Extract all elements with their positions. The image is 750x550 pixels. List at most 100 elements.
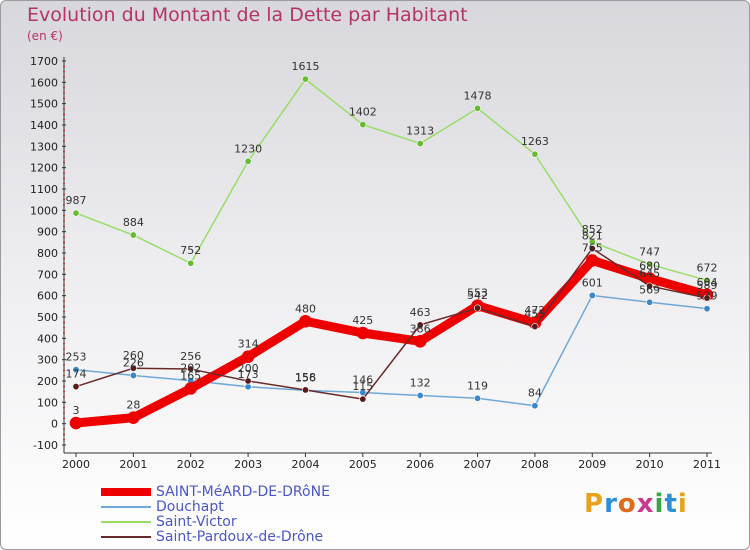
y-tick-label: 1000 xyxy=(30,204,58,217)
data-point xyxy=(301,75,309,83)
data-label: 115 xyxy=(352,380,373,393)
data-point xyxy=(413,335,427,348)
data-point xyxy=(129,231,137,239)
data-point xyxy=(244,157,252,165)
data-label: 1313 xyxy=(406,125,434,138)
logo-letter: r xyxy=(604,489,618,519)
logo-letter: P xyxy=(584,489,605,519)
data-point xyxy=(531,402,539,410)
x-tick-label: 2002 xyxy=(177,458,205,471)
data-label: 28 xyxy=(126,399,140,412)
x-tick-label: 2000 xyxy=(62,458,90,471)
data-label: 539 xyxy=(697,290,718,303)
data-point xyxy=(244,383,252,391)
data-point xyxy=(474,104,482,112)
data-label: 3 xyxy=(73,404,80,417)
x-tick-label: 2008 xyxy=(521,458,549,471)
data-point xyxy=(646,260,654,268)
data-point xyxy=(474,394,482,402)
y-tick-label: 900 xyxy=(37,226,58,239)
data-point xyxy=(416,321,424,329)
data-label: 680 xyxy=(639,260,660,273)
data-point xyxy=(356,326,370,340)
data-label: 253 xyxy=(66,351,87,364)
data-point xyxy=(588,245,596,253)
y-tick-label: 1700 xyxy=(30,55,58,68)
y-tick-label: 500 xyxy=(37,311,58,324)
series-line xyxy=(75,247,708,400)
x-tick-label: 2006 xyxy=(406,458,434,471)
y-tick-label: 200 xyxy=(37,375,58,388)
data-label: 747 xyxy=(639,245,660,258)
legend-swatch xyxy=(101,506,151,508)
data-label: 260 xyxy=(123,349,144,362)
data-point xyxy=(301,386,309,394)
data-point xyxy=(244,377,252,385)
data-point xyxy=(359,121,367,129)
y-tick-label: 1600 xyxy=(30,76,58,89)
data-label: 672 xyxy=(697,261,718,274)
legend-label: Douchapt xyxy=(156,499,224,515)
data-label: 174 xyxy=(66,368,87,381)
x-tick-label: 2003 xyxy=(234,458,262,471)
data-label: 884 xyxy=(123,216,144,229)
logo-letter: i xyxy=(654,489,665,519)
data-label: 119 xyxy=(467,379,488,392)
logo-letter: o xyxy=(617,489,637,519)
y-tick-label: 300 xyxy=(37,354,58,367)
data-point xyxy=(187,365,195,373)
data-label: 200 xyxy=(238,362,259,375)
data-label: 1263 xyxy=(521,135,549,148)
data-point xyxy=(299,314,312,328)
data-point xyxy=(474,304,482,312)
legend-label: Saint-Victor xyxy=(156,514,237,530)
legend-label: Saint-Pardoux-de-Drône xyxy=(156,529,324,545)
data-label: 765 xyxy=(582,241,603,254)
data-point xyxy=(69,416,83,430)
data-label: 165 xyxy=(180,369,201,382)
legend-swatch xyxy=(101,488,151,496)
series-line xyxy=(71,255,712,428)
data-point xyxy=(703,305,711,313)
data-point xyxy=(241,350,255,363)
data-label: 589 xyxy=(697,279,718,292)
data-label: 156 xyxy=(295,371,316,384)
x-tick-label: 2004 xyxy=(291,458,319,471)
legend-swatch xyxy=(101,536,151,538)
x-tick-label: 2010 xyxy=(636,458,664,471)
data-point xyxy=(416,140,424,148)
data-point xyxy=(531,150,539,158)
data-point xyxy=(72,366,80,374)
data-point xyxy=(127,411,140,424)
logo-letter: t xyxy=(664,489,678,519)
y-tick-label: 400 xyxy=(37,332,58,345)
data-point xyxy=(129,364,137,372)
y-tick-label: 1100 xyxy=(30,183,58,196)
x-tick-label: 2009 xyxy=(578,458,606,471)
series-line xyxy=(75,78,708,282)
data-label: 601 xyxy=(582,276,603,289)
y-tick-label: 800 xyxy=(37,247,58,260)
data-label: 455 xyxy=(524,308,545,321)
data-label: 425 xyxy=(352,314,373,327)
data-point xyxy=(184,382,198,395)
data-label: 604 xyxy=(697,276,718,289)
data-label: 202 xyxy=(180,362,201,375)
proxiti-logo: Proxiti xyxy=(584,489,688,519)
data-label: 542 xyxy=(467,289,488,302)
data-point xyxy=(585,254,599,267)
data-label: 386 xyxy=(410,322,431,335)
logo-letter: i xyxy=(677,489,688,519)
data-label: 752 xyxy=(180,244,201,257)
data-label: 472 xyxy=(524,304,545,317)
data-label: 852 xyxy=(582,223,603,236)
data-point xyxy=(416,392,424,400)
y-tick-label: 100 xyxy=(37,396,58,409)
data-label: 1402 xyxy=(349,106,377,119)
data-point xyxy=(646,298,654,306)
data-label: 480 xyxy=(295,302,316,315)
data-label: 226 xyxy=(123,356,144,369)
legend-swatch xyxy=(101,521,151,523)
